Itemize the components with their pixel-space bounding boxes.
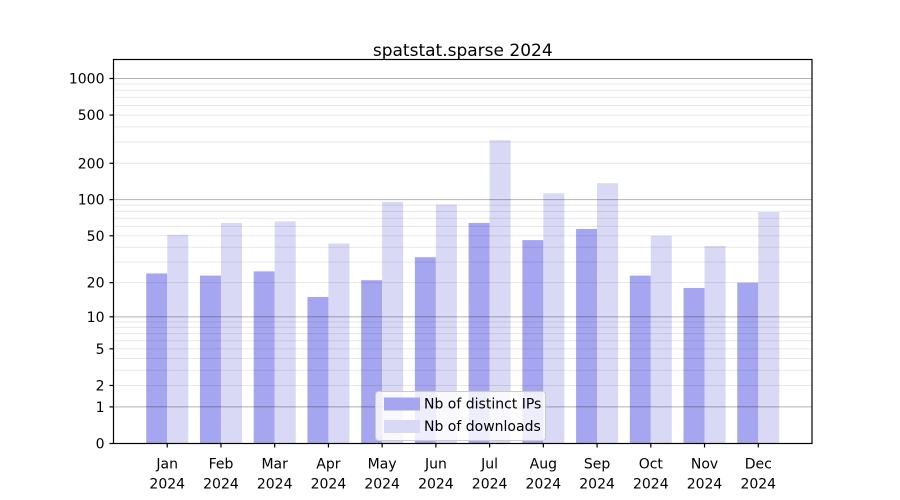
- x-tick-label-jan: Jan: [155, 457, 178, 473]
- bar-ips-mar: [253, 271, 275, 444]
- y-tick-label-500: 500: [78, 108, 105, 124]
- y-tick-label-5: 5: [96, 342, 105, 358]
- bar-downloads-nov: [704, 246, 726, 444]
- chart-title: spatstat.sparse 2024: [373, 41, 553, 61]
- bar-downloads-mar: [274, 221, 296, 444]
- x-tick-label-may: May: [368, 457, 397, 473]
- x-tick-label-dec: Dec: [745, 457, 772, 473]
- bar-downloads-aug: [543, 193, 565, 444]
- x-tick-year-jul: 2024: [472, 477, 508, 493]
- y-tick-label-10: 10: [87, 310, 105, 326]
- x-tick-year-mar: 2024: [257, 477, 293, 493]
- y-gridlines: [113, 78, 812, 408]
- legend-label-distinct-ips: Nb of distinct IPs: [424, 397, 541, 413]
- y-tick-label-2: 2: [96, 378, 105, 394]
- x-tick-label-sep: Sep: [584, 457, 611, 473]
- legend-swatch-distinct-ips: [384, 397, 420, 411]
- bar-downloads-may: [382, 201, 404, 444]
- bar-downloads-oct: [650, 235, 672, 444]
- y-tick-label-100: 100: [78, 193, 105, 209]
- plot-border: [112, 58, 813, 445]
- x-tick-year-nov: 2024: [687, 477, 723, 493]
- x-tick-year-aug: 2024: [526, 477, 562, 493]
- x-tick-label-jul: Jul: [480, 457, 498, 473]
- x-tick-label-mar: Mar: [261, 457, 288, 473]
- x-tick-year-jan: 2024: [149, 477, 185, 493]
- legend: Nb of distinct IPs Nb of downloads: [375, 391, 546, 441]
- bar-downloads-sep: [597, 183, 619, 444]
- bar-ips-apr: [307, 297, 329, 444]
- y-tick-label-20: 20: [87, 276, 105, 292]
- bar-ips-jul: [468, 222, 490, 444]
- x-tick-year-may: 2024: [364, 477, 400, 493]
- x-axis: Jan 2024 Feb 2024 Mar 2024 Apr 2024 May 2024 Jun 20…: [149, 443, 776, 493]
- x-tick-label-oct: Oct: [639, 457, 664, 473]
- bar-downloads-jan: [167, 234, 189, 444]
- legend-label-downloads: Nb of downloads: [424, 419, 541, 435]
- bar-ips-oct: [629, 275, 651, 444]
- bar-ips-dec: [737, 282, 759, 444]
- x-tick-year-oct: 2024: [633, 477, 669, 493]
- x-tick-year-dec: 2024: [740, 477, 776, 493]
- bars-group: [146, 140, 780, 444]
- x-tick-year-jun: 2024: [418, 477, 454, 493]
- y-axis: 0 1 2 5 10 20 50 100 200 500 1000: [69, 72, 114, 453]
- bar-downloads-feb: [220, 222, 242, 444]
- y-tick-label-200: 200: [78, 156, 105, 172]
- bar-downloads-dec: [758, 211, 780, 444]
- bar-ips-feb: [199, 275, 221, 444]
- bar-ips-jan: [146, 273, 168, 444]
- x-tick-label-aug: Aug: [530, 457, 557, 473]
- x-tick-label-jun: Jun: [424, 457, 447, 473]
- x-tick-year-feb: 2024: [203, 477, 239, 493]
- bar-ips-nov: [683, 287, 705, 444]
- x-tick-year-sep: 2024: [579, 477, 615, 493]
- bar-downloads-jun: [435, 204, 457, 444]
- series-downloads: [167, 140, 780, 444]
- x-tick-label-nov: Nov: [691, 457, 718, 473]
- x-tick-label-apr: Apr: [316, 457, 340, 473]
- x-tick-label-feb: Feb: [209, 457, 234, 473]
- legend-swatch-downloads: [384, 420, 420, 433]
- y-tick-label-1000: 1000: [69, 72, 105, 88]
- x-tick-year-apr: 2024: [311, 477, 347, 493]
- y-tick-label-0: 0: [96, 437, 105, 453]
- bar-downloads-apr: [328, 243, 350, 444]
- bar-ips-sep: [576, 228, 598, 444]
- y-tick-label-1: 1: [96, 400, 105, 416]
- bar-downloads-jul: [489, 140, 511, 444]
- y-tick-label-50: 50: [87, 229, 105, 245]
